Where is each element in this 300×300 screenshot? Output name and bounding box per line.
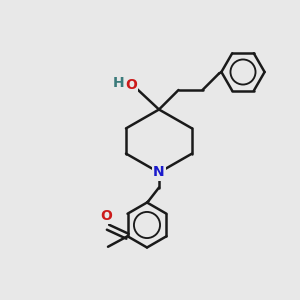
Text: O: O [125, 78, 137, 92]
Text: H: H [113, 76, 124, 90]
Text: O: O [100, 209, 112, 223]
Text: N: N [153, 166, 165, 179]
